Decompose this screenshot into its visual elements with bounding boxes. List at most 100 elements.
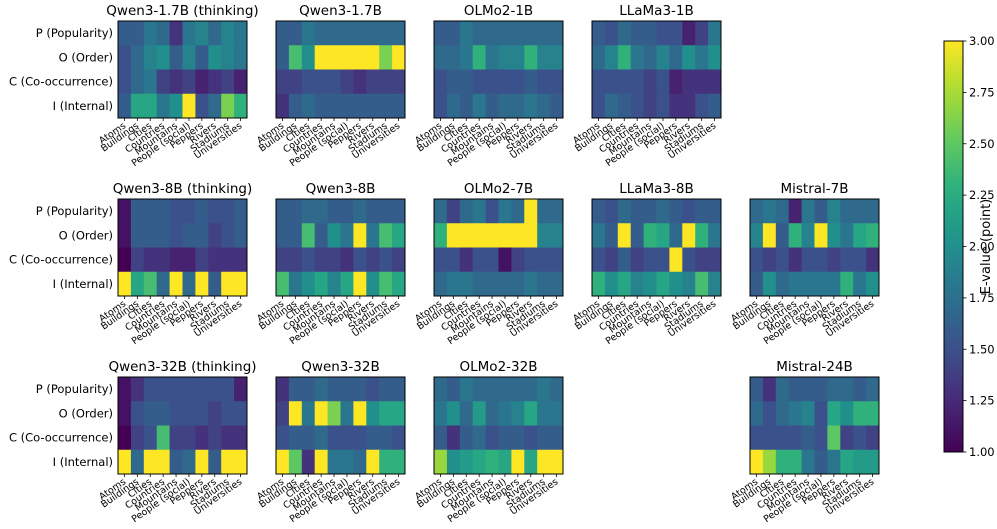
heatmap-cell [446,199,461,224]
heatmap-cell [314,377,328,402]
heatmap-cell [130,21,145,46]
heatmap-cell [288,425,303,451]
heatmap-cell [617,199,632,224]
colorbar-tick-label: 1.00 [969,445,995,459]
heatmap-cell [208,21,222,46]
heatmap-panel-qwen3-32b-thinking: Qwen3-32B (thinking)AtomsBuildingsCities… [97,359,256,525]
heatmap-cell [498,93,512,119]
heatmap-cell [708,271,722,297]
heatmap-cell [221,449,235,475]
heatmap-cell [643,69,657,95]
heatmap-cell [656,69,670,95]
heatmap-cell [592,21,606,46]
heatmap-cell [143,223,158,248]
heatmap-cell [524,93,538,119]
heatmap-cell [314,223,328,248]
heatmap-cell [814,377,828,402]
heatmap-cell [511,93,525,119]
colorbar-tick-label: 2.50 [969,137,995,151]
heatmap-cell [379,425,393,451]
heatmap-cell [762,449,777,475]
panel-frame [275,198,406,297]
heatmap-cell [550,271,564,297]
heatmap-cell [524,21,538,46]
row-label-c-co-occurrence: C (Co-occurrence) [9,75,113,89]
heatmap-cell [130,425,145,451]
heatmap-cell [695,247,709,273]
heatmap-cell [801,271,815,297]
heatmap-cell [814,449,828,475]
heatmap-cell [434,271,448,297]
heatmap-cell [617,69,632,95]
heatmap-cell [169,21,183,46]
heatmap-cell [182,401,196,426]
heatmap-cell [366,199,380,224]
heatmap-cell [314,449,328,475]
heatmap-cell [327,223,341,248]
heatmap-cell [617,247,632,273]
panel-title: LLaMa3-8B [619,181,694,197]
heatmap-panel-qwen3-8b: Qwen3-8BAtomsBuildingsCitiesCountriesMou… [255,181,406,347]
heatmap-panel-qwen3-8b-thinking: Qwen3-8B (thinking)AtomsBuildingsCitiesC… [97,181,252,347]
heatmap-cell [550,425,564,451]
heatmap-cell [604,223,619,248]
heatmap-cell [695,45,709,70]
heatmap-cell [118,45,132,70]
heatmap-cell [182,93,196,119]
heatmap-cell [392,223,406,248]
heatmap-cell [708,93,722,119]
heatmap-cell [392,93,406,119]
heatmap-cell [814,425,828,451]
heatmap-cell [682,45,696,70]
heatmap-cell [314,69,328,95]
heatmap-cell [827,247,841,273]
heatmap-cell [130,199,145,224]
heatmap-cell [195,69,209,95]
heatmap-cell [379,223,393,248]
heatmap-cell [750,271,764,297]
panel-frame [433,376,564,475]
panel-title: Qwen3-1.7B [299,3,382,19]
panel-title: Mistral-7B [780,181,848,197]
heatmap-cell [656,247,670,273]
heatmap-cell [840,425,854,451]
heatmap-cell [788,401,802,426]
heatmap-cell [630,45,644,70]
panel-title: Qwen3-32B (thinking) [108,359,256,375]
panel-frame [749,198,880,297]
heatmap-cell [379,199,393,224]
heatmap-cell [288,223,303,248]
heatmap-cell [472,45,486,70]
heatmap-cell [182,247,196,273]
heatmap-cell [221,247,235,273]
heatmap-cell [656,271,670,297]
heatmap-cell [511,449,525,475]
heatmap-cell [156,449,170,475]
heatmap-cell [682,21,696,46]
heatmap-cell [327,449,341,475]
panel-frame [591,20,722,119]
heatmap-cell [550,69,564,95]
heatmap-cell [775,223,790,248]
heatmap-cell [353,401,367,426]
heatmap-cell [762,223,777,248]
heatmap-cell [485,69,499,95]
heatmap-cell [866,401,880,426]
heatmap-cell [485,223,499,248]
heatmap-cell [434,425,448,451]
heatmap-cell [866,377,880,402]
heatmap-cell [143,45,158,70]
heatmap-cell [156,247,170,273]
heatmap-cell [288,401,303,426]
heatmap-cell [288,449,303,475]
heatmap-cell [301,377,316,402]
heatmap-cell [118,425,132,451]
row-label-i-internal: I (Internal) [53,277,113,291]
heatmap-cell [866,199,880,224]
panel-frame [117,376,248,475]
heatmap-cell [853,199,867,224]
heatmap-cell [221,69,235,95]
row-label-group-3: P (Popularity) O (Order) C (Co-occurrence)… [9,382,113,469]
heatmap-cell [434,93,448,119]
heatmap-cell [118,401,132,426]
